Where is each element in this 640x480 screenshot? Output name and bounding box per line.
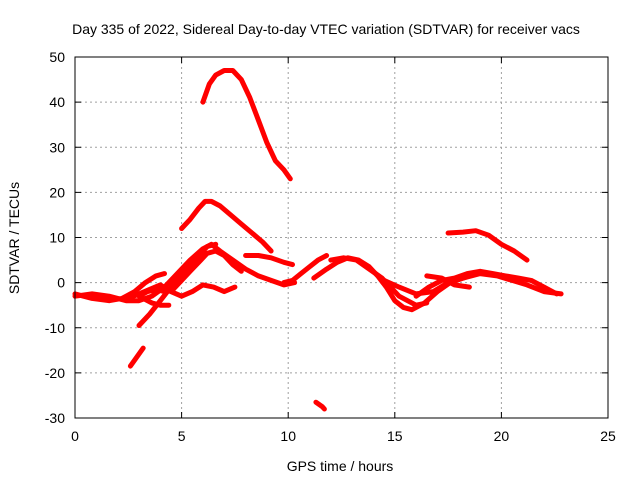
series-line-arc-10	[140, 295, 172, 308]
series-line-arc-12	[313, 399, 327, 412]
series-line-arc-16	[381, 271, 564, 297]
series-line-arc-1	[200, 68, 293, 182]
y-tick-label: 50	[49, 49, 65, 65]
series-line-arc-3	[243, 253, 295, 268]
y-axis-label: SDTVAR / TECUs	[6, 182, 22, 294]
chart-title: Day 335 of 2022, Sidereal Day-to-day VTE…	[72, 21, 580, 37]
series-group	[72, 68, 564, 412]
y-tick-label: -30	[45, 410, 65, 426]
y-tick-label: 30	[49, 139, 65, 155]
y-tick-label: 0	[57, 275, 65, 291]
series-line-arc-17	[413, 268, 560, 299]
y-tick-label: 40	[49, 94, 65, 110]
series-line-arc-6	[72, 271, 167, 304]
y-tick-label: 20	[49, 184, 65, 200]
y-tick-label: -10	[45, 320, 65, 336]
series-line-arc-15	[328, 255, 430, 308]
x-tick-label: 0	[71, 428, 79, 444]
ticks: 0 5 10 15 20 25 -30 -20 -10 0 10 20 30 40 50	[45, 49, 616, 444]
series-line-arc-18	[424, 273, 472, 290]
y-tick-label: 10	[49, 230, 65, 246]
series-line-arc-4	[445, 228, 530, 263]
series-line-arc-9	[125, 282, 238, 301]
series-line-arc-2	[179, 198, 274, 254]
x-tick-label: 20	[494, 428, 510, 444]
x-tick-label: 15	[387, 428, 403, 444]
x-tick-label: 5	[178, 428, 186, 444]
x-axis-label: GPS time / hours	[287, 458, 394, 474]
y-tick-label: -20	[45, 365, 65, 381]
series-line-arc-7	[136, 241, 219, 328]
x-tick-label: 10	[280, 428, 296, 444]
series-line-arc-13	[281, 253, 330, 286]
series-line-arc-11	[127, 345, 146, 369]
x-tick-label: 25	[600, 428, 616, 444]
grid-lines	[75, 57, 608, 418]
